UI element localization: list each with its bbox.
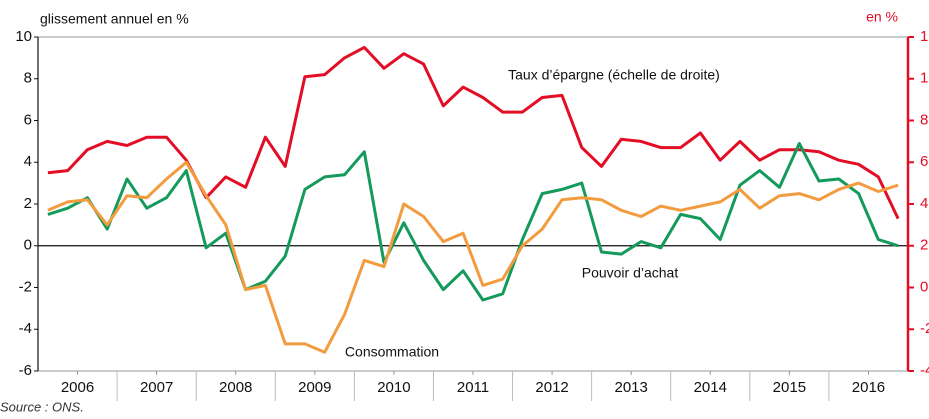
series-line (47, 142, 899, 302)
y2-tick-label: -4 (920, 362, 929, 379)
y-tick-label: 8 (24, 70, 32, 87)
y2-tick-label: -2 (920, 320, 929, 337)
x-tick-label: 2009 (298, 379, 331, 396)
x-tick-label: 2008 (219, 379, 252, 396)
y2-axis-label: en % (866, 9, 898, 25)
y2-tick-label: 2 (920, 237, 928, 254)
y2-tick-label: 8 (920, 111, 928, 128)
annotation: Consommation (345, 344, 439, 360)
y2-tick-label: 0 (920, 278, 928, 295)
x-tick-label: 2016 (852, 379, 885, 396)
y-tick-label: 2 (24, 195, 32, 212)
x-tick-label: 2013 (614, 379, 647, 396)
y-axis-label: glissement annuel en % (40, 11, 189, 27)
y-tick-label: 10 (15, 28, 32, 45)
y-tick-label: 0 (24, 237, 32, 254)
y-tick-label: -4 (19, 320, 32, 337)
series-line (47, 160, 899, 354)
y-tick-label: -2 (19, 278, 32, 295)
x-tick-label: 2011 (457, 379, 489, 396)
y-tick-label: -6 (19, 362, 32, 379)
y2-tick-label: 4 (920, 195, 928, 212)
y-tick-label: 6 (24, 111, 32, 128)
y2-tick-label: 6 (920, 153, 928, 170)
annotation: Pouvoir d’achat (582, 265, 679, 281)
x-tick-label: 2015 (773, 379, 806, 396)
x-tick-label: 2012 (535, 379, 568, 396)
x-tick-label: 2006 (61, 379, 94, 396)
x-tick-label: 2010 (377, 379, 410, 396)
annotation: Taux d’épargne (échelle de droite) (508, 67, 720, 83)
y2-tick-label: 10 (920, 70, 929, 87)
x-tick-label: 2014 (694, 379, 727, 396)
y-tick-label: 4 (24, 153, 32, 170)
source: Source : ONS. (0, 399, 84, 414)
series-line (47, 45, 900, 220)
y2-tick-label: 12 (920, 28, 929, 45)
x-tick-label: 2007 (140, 379, 173, 396)
